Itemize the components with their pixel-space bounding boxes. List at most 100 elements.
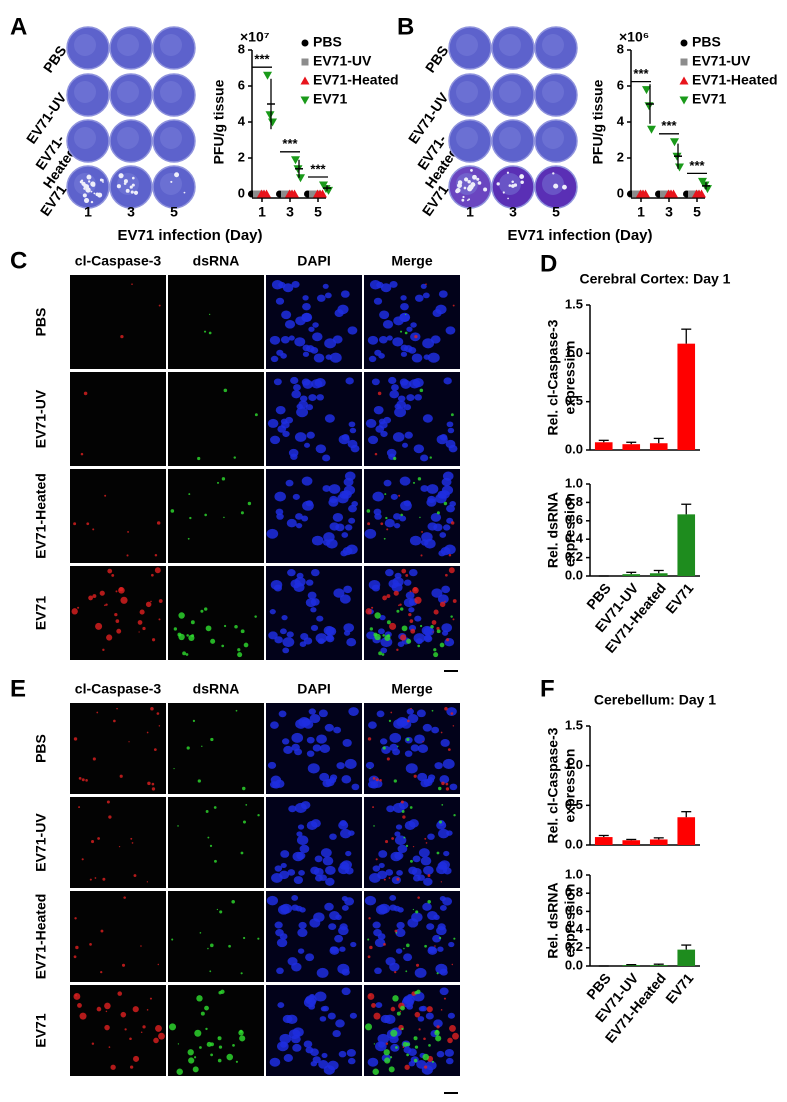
nucleus [276,967,284,975]
nucleus [346,638,357,647]
nucleus [346,1049,356,1057]
signal [240,511,244,515]
nucleus [447,427,455,434]
signal [405,844,409,847]
y-tick-label: 2 [617,149,624,164]
nucleus [403,500,411,507]
legend-label: PBS [692,34,721,50]
nucleus [318,709,328,718]
signal [75,945,79,950]
nucleus [377,628,385,635]
row-label: EV71 [37,181,70,218]
nucleus [266,895,279,906]
signal [127,531,129,533]
nucleus [298,870,305,876]
signal [445,787,450,791]
signal [414,991,418,995]
nucleus [422,292,430,299]
signal [390,1029,398,1037]
plaque [133,190,139,195]
column-label: 1 [84,204,92,220]
signal [110,1064,116,1070]
nucleus [404,431,413,439]
signal [450,521,455,525]
signal [102,877,106,881]
nucleus [409,535,422,546]
nucleus [414,734,425,744]
nucleus [298,921,307,929]
signal [401,568,407,574]
bar [622,840,641,845]
signal [367,955,371,959]
legend-label: EV71 [692,91,726,107]
nucleus [315,444,327,454]
signal [414,596,422,604]
nucleus [322,283,329,289]
plaque [552,172,555,175]
signal [158,599,163,603]
nucleus [299,844,310,854]
signal [436,972,439,975]
signal [106,800,110,804]
nucleus [280,862,287,869]
bar [677,949,696,966]
signal [79,1012,87,1020]
signal [188,1057,195,1064]
nucleus [446,707,457,716]
signal [453,937,456,940]
signal [396,1011,401,1016]
nucleus [437,594,449,604]
column-header: dsRNA [193,681,240,697]
nucleus [426,484,439,494]
bar [622,574,641,576]
signal [206,1041,212,1047]
y-axis-label: Rel. dsRNA [545,492,561,568]
nucleus [443,524,451,531]
nucleus [281,738,290,745]
plaque-well [534,119,578,163]
nucleus [281,614,288,621]
plaque [463,186,467,190]
signal [77,1002,82,1008]
row-label: PBS [33,734,49,763]
signal [240,851,244,855]
nucleus [280,418,288,425]
nucleus [376,710,385,718]
nucleus [335,1019,345,1028]
signal [80,452,84,456]
row-label: PBS [422,43,452,76]
signal [409,590,412,593]
y-axis-label: PFU/g tissue [211,79,227,164]
nucleus [328,498,339,507]
signal [402,1041,408,1047]
signal [89,943,92,946]
micrograph [266,566,362,660]
nucleus [293,876,304,885]
signal [402,1046,405,1048]
nucleus [294,432,307,442]
nucleus [437,490,447,499]
column-header: cl-Caspase-3 [75,253,162,269]
nucleus [340,290,350,298]
signal [105,1010,108,1013]
plaque [99,178,103,182]
nucleus [414,615,422,622]
nucleus [372,865,381,872]
nucleus [351,783,360,791]
plaque-well [456,34,478,56]
signal [121,963,126,967]
y-tick-label: 0.5 [565,797,583,812]
nucleus [427,946,438,955]
signal [153,1037,159,1044]
signal [448,554,452,557]
signal [218,991,222,995]
y-tick-label: 0.0 [565,957,583,972]
nucleus [371,378,380,386]
nucleus [408,1048,417,1056]
signal [422,741,424,743]
nucleus [328,484,341,494]
nucleus [403,598,415,608]
signal [389,622,397,630]
nucleus [303,637,313,645]
x-tick-label: 1 [258,204,266,220]
